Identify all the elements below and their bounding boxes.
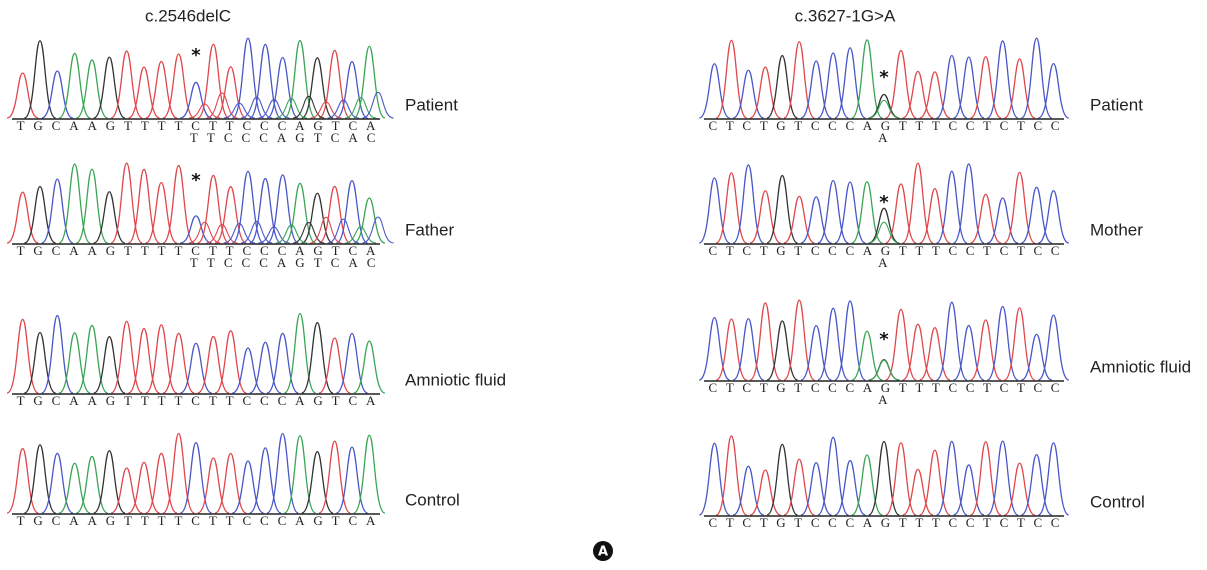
base-sequence: TGCAAGTTTTCTTCCCAGTCA xyxy=(17,393,376,408)
trace-peak xyxy=(24,41,55,118)
alt-sequence: TTCCCAGTCAC xyxy=(190,130,375,145)
trace-peak xyxy=(1021,38,1052,118)
trace-peak xyxy=(937,302,968,380)
trace-peak-secondary xyxy=(869,360,900,380)
variant-marker: * xyxy=(191,45,201,66)
trace-peak xyxy=(319,50,350,118)
trace-peak xyxy=(111,51,142,118)
alt-sequence: TTCCCAGTCAC xyxy=(190,255,375,270)
figure: A c.2546delC TGCAAGTTTTCTTCCCAGTCA TTCCCAG… xyxy=(0,0,1207,570)
trace-peak xyxy=(733,466,764,515)
trace-peak xyxy=(354,46,385,118)
trace-peak xyxy=(336,333,367,393)
trace-peak xyxy=(699,64,730,118)
trace-peak xyxy=(869,360,900,380)
sample-label: Control xyxy=(405,490,460,509)
alt-sequence: A xyxy=(878,392,888,407)
trace-peak xyxy=(94,192,125,243)
trace-peak xyxy=(59,164,90,243)
trace-peak xyxy=(232,171,263,243)
panel-title: c.3627-1G>A xyxy=(795,6,896,25)
trace-peak xyxy=(111,163,142,243)
trace-peak xyxy=(198,44,229,118)
trace-peak xyxy=(284,314,315,393)
trace-peak xyxy=(7,319,38,393)
sample-label: Control xyxy=(1090,492,1145,511)
trace-peak xyxy=(784,300,815,380)
trace-peak xyxy=(163,434,194,513)
variant-marker: * xyxy=(879,329,889,350)
sample-label: Amniotic fluid xyxy=(405,370,506,389)
trace-peak xyxy=(886,309,917,380)
sample-label: Mother xyxy=(1090,220,1143,239)
trace-peak xyxy=(1038,443,1069,515)
trace-peak xyxy=(215,67,246,118)
trace-peak xyxy=(716,40,747,118)
trace-peak xyxy=(59,53,90,118)
trace-peak xyxy=(716,436,747,515)
trace-peak xyxy=(232,38,263,118)
trace-peak xyxy=(42,316,73,393)
trace-peak xyxy=(284,41,315,118)
trace-peak xyxy=(1038,64,1069,118)
trace-peak xyxy=(733,165,764,243)
variant-marker: * xyxy=(879,67,889,88)
trace-peak xyxy=(954,164,985,243)
trace-peak-secondary xyxy=(362,217,393,243)
trace-peak xyxy=(146,325,177,393)
trace-peak xyxy=(111,321,142,393)
trace-peak xyxy=(767,176,798,243)
trace-peak xyxy=(784,42,815,118)
trace-peak xyxy=(24,445,55,513)
base-sequence: TGCAAGTTTTCTTCCCAGTCA xyxy=(17,513,376,528)
trace-peak xyxy=(987,41,1018,118)
trace-peak xyxy=(970,194,1001,243)
trace-peak xyxy=(869,94,900,118)
trace-peak xyxy=(354,435,385,513)
trace-peak xyxy=(94,451,125,513)
trace-peak xyxy=(267,175,298,243)
trace-peak xyxy=(163,54,194,118)
trace-peak xyxy=(818,437,849,515)
trace-peak xyxy=(937,441,968,515)
trace-peak xyxy=(767,444,798,515)
trace-peak xyxy=(1004,172,1035,243)
base-sequence: CTCTGTCCCAGTTTCCTCTCC xyxy=(709,515,1060,530)
trace-peak xyxy=(215,331,246,393)
trace-peak xyxy=(336,181,367,243)
trace-peak xyxy=(903,163,934,243)
trace-peak xyxy=(319,441,350,513)
sample-label: Amniotic fluid xyxy=(1090,357,1191,376)
sample-label: Patient xyxy=(1090,95,1143,114)
trace-peak xyxy=(215,453,246,513)
trace-peak xyxy=(954,465,985,515)
trace-peak xyxy=(750,303,781,380)
trace-peak xyxy=(1021,334,1052,380)
trace-peak xyxy=(1038,315,1069,380)
variant-marker: * xyxy=(191,170,201,191)
variant-marker: * xyxy=(879,192,889,213)
alt-sequence: A xyxy=(878,130,888,145)
trace-peak xyxy=(76,325,107,393)
figure-label: A xyxy=(598,545,608,560)
sample-label: Patient xyxy=(405,95,458,114)
trace-peak xyxy=(835,301,866,380)
trace-peak xyxy=(903,469,934,515)
alt-sequence: A xyxy=(878,255,888,270)
panel-title: c.2546delC xyxy=(145,6,231,25)
sample-label: Father xyxy=(405,220,454,239)
